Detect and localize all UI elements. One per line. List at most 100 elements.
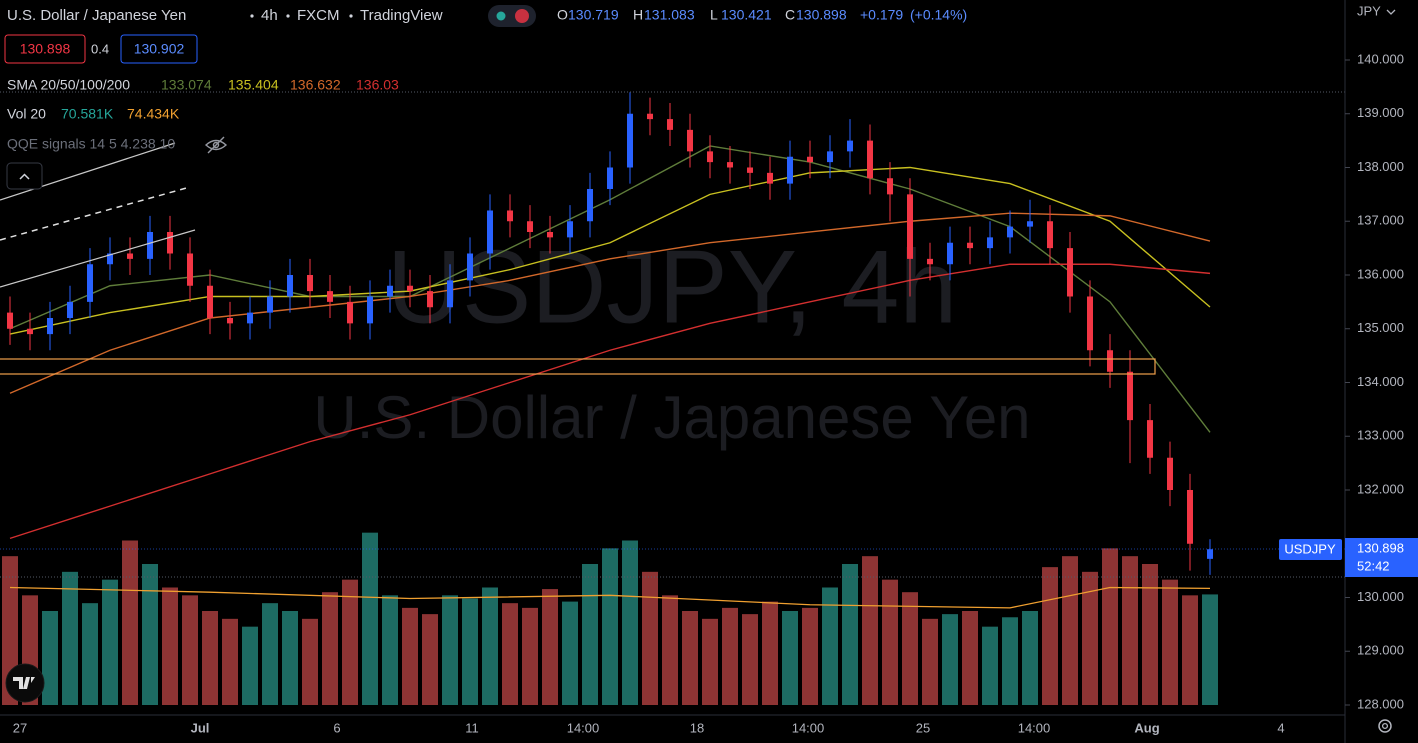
y-tick-label: 139.000 (1357, 105, 1404, 120)
volume-bar (262, 603, 278, 705)
volume-bar (742, 614, 758, 705)
collapse-button[interactable] (6, 162, 43, 190)
y-tick-label: 136.000 (1357, 266, 1404, 281)
volume-bar (322, 592, 338, 705)
volume-bar (802, 607, 818, 705)
volume-bar (1082, 571, 1098, 705)
y-tick-label: 128.000 (1357, 696, 1404, 711)
candle-body (647, 113, 653, 120)
volume-bar (1002, 617, 1018, 705)
trend-line (0, 229, 196, 288)
volume-bar (42, 611, 58, 705)
volume-bar (1182, 595, 1198, 705)
candle-body (1027, 221, 1033, 227)
currency-label[interactable]: JPY (1357, 3, 1381, 18)
candle-body (407, 285, 413, 292)
plot-area (2, 92, 1218, 705)
candle-body (47, 317, 53, 335)
candle-body (987, 237, 993, 249)
volume-bar (642, 571, 658, 705)
volume-bar (1042, 567, 1058, 705)
sma-legend-label: SMA 20/50/100/200 (7, 77, 130, 93)
x-tick-label: 27 (13, 720, 27, 735)
candle-body (467, 253, 473, 281)
candle-body (487, 210, 493, 254)
volume-bar (822, 587, 838, 705)
x-tick-label: Aug (1134, 720, 1159, 735)
change-value: +0.179 (860, 7, 903, 23)
volume-bar (502, 603, 518, 705)
watermark-title: USDJPY, 4h (387, 229, 957, 345)
volume-bar (422, 614, 438, 705)
candle-body (307, 274, 313, 292)
currency-caret (1386, 9, 1396, 15)
candle-body (227, 317, 233, 324)
candle-body (907, 194, 913, 259)
candle-body (547, 231, 553, 238)
symbol-name: U.S. Dollar / Japanese Yen (7, 7, 186, 24)
candle-body (1067, 248, 1073, 297)
time-axis: 27 Jul 6 11 14:00 18 14:00 25 14:00 Aug 4 (13, 720, 1285, 735)
sell-button[interactable] (4, 34, 86, 64)
volume-bar (1122, 556, 1138, 705)
candle-body (947, 242, 953, 265)
volume-bar (1142, 564, 1158, 705)
candle-body (867, 140, 873, 179)
ask-price[interactable]: 130.902 (134, 41, 185, 57)
settings-icon[interactable] (1378, 719, 1392, 733)
volume-bar (482, 587, 498, 705)
zone-rectangle (0, 358, 1156, 375)
volume-bar (862, 556, 878, 705)
candle-body (7, 312, 13, 329)
ticker-badge (1279, 539, 1342, 560)
candle-body (607, 167, 613, 189)
candle-body (187, 253, 193, 286)
candle-body (1167, 457, 1173, 490)
sma-legend-value: 136.03 (356, 77, 399, 93)
candle-body (1107, 350, 1113, 372)
separator (286, 14, 290, 18)
candle-body (67, 301, 73, 318)
hidden-eye-icon[interactable] (204, 136, 228, 154)
y-tick-label: 137.000 (1357, 213, 1404, 228)
candle-body (1127, 371, 1133, 421)
volume-ma-legend-value: 74.434K (127, 106, 180, 122)
buy-button[interactable] (120, 34, 198, 64)
candle-body (1207, 549, 1213, 559)
platform: TradingView (360, 7, 443, 24)
price-badge (1345, 538, 1418, 577)
volume-bar (882, 579, 898, 705)
candle-body (427, 291, 433, 308)
volume-bar (922, 618, 938, 705)
candle-body (727, 162, 733, 168)
volume-bar (442, 595, 458, 705)
spread: 0.4 (91, 41, 109, 56)
candle-body (367, 296, 373, 324)
y-tick-label: 133.000 (1357, 428, 1404, 443)
replay-dot (515, 9, 529, 23)
ohlc-letter: C (785, 7, 795, 23)
candle-body (287, 274, 293, 297)
y-tick-label: 135.000 (1357, 320, 1404, 335)
candle-body (927, 258, 933, 265)
volume-bar (722, 607, 738, 705)
x-tick-label: 4 (1277, 720, 1284, 735)
candle-body (627, 113, 633, 168)
volume-bar (782, 611, 798, 705)
ohlc-value: 130.719 (568, 7, 619, 23)
x-tick-label: Jul (191, 720, 210, 735)
volume-bar (462, 598, 478, 705)
sma-legend-value: 133.074 (161, 77, 212, 93)
bid-price[interactable]: 130.898 (20, 41, 71, 57)
y-tick-label: 132.000 (1357, 481, 1404, 496)
candle-body (827, 151, 833, 163)
y-tick-label: 140.000 (1357, 51, 1404, 66)
ohlc-letter: L (710, 7, 718, 23)
volume-bar (762, 601, 778, 705)
candle-body (1047, 221, 1053, 249)
candle-body (507, 210, 513, 222)
volume-bar (1102, 548, 1118, 705)
market-open-dot (496, 11, 506, 21)
candle-body (1187, 489, 1193, 544)
